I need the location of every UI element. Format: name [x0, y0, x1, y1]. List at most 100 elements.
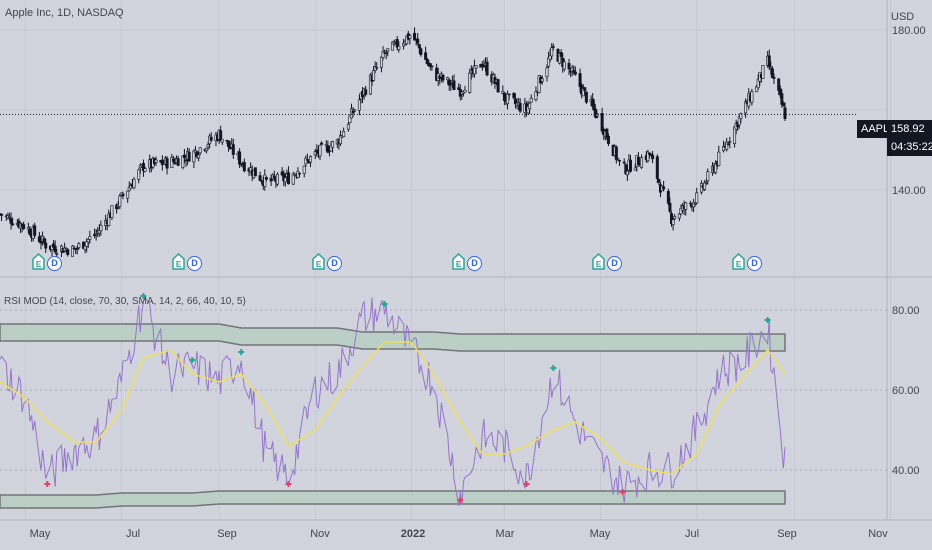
candle-body — [657, 179, 661, 183]
candle-body — [684, 202, 688, 210]
rsi-line — [0, 296, 786, 507]
candle-body — [677, 213, 681, 219]
overbought-marker — [550, 365, 557, 371]
rsi-tick-60: 60.00 — [892, 385, 920, 397]
candle-body — [42, 238, 46, 243]
candle-body — [777, 78, 781, 91]
candle-body — [296, 171, 300, 178]
candle-body — [449, 83, 453, 85]
oversold-marker — [523, 481, 530, 487]
candle-body — [263, 174, 267, 187]
time-label-sep: Sep — [217, 528, 237, 540]
candle-body — [9, 218, 13, 224]
candle-body — [744, 101, 748, 114]
rsi-lower-band — [0, 490, 786, 509]
candle-body — [309, 156, 313, 163]
candle-body — [629, 159, 633, 172]
candle-body — [346, 124, 350, 130]
earnings-icon[interactable]: E — [732, 252, 745, 270]
candle-body — [518, 103, 522, 112]
candle-body — [204, 148, 208, 152]
time-axis[interactable]: May Jul Sep Nov 2022 Mar May Jul Sep Nov — [30, 528, 889, 540]
bar-countdown: 04:35:22 — [891, 141, 932, 153]
candle-body — [272, 175, 276, 179]
candle-body — [386, 48, 390, 52]
candle-body — [53, 245, 57, 253]
rsi-legend[interactable]: RSI MOD (14, close, 70, 30, SMA, 14, 2, … — [4, 296, 246, 307]
rsi-series[interactable] — [0, 296, 786, 507]
time-label-may-2: May — [590, 528, 611, 540]
candle-body — [592, 103, 596, 111]
candle-body — [416, 38, 420, 44]
candle-body — [44, 242, 48, 249]
candle-body — [7, 215, 11, 218]
candle-body — [126, 190, 130, 199]
earnings-icon[interactable]: E — [452, 252, 465, 270]
candle-body — [379, 56, 383, 68]
candle-body — [704, 182, 708, 184]
overbought-marker — [238, 349, 245, 355]
candle-body — [184, 159, 188, 162]
candle-body — [671, 219, 675, 225]
candle-body — [534, 91, 538, 101]
candle-body — [121, 193, 125, 197]
candle-body — [320, 142, 324, 145]
candle-body — [452, 80, 456, 90]
dividend-icon[interactable]: D — [467, 256, 482, 271]
candle-body — [651, 154, 655, 160]
earnings-icon[interactable]: E — [32, 252, 45, 270]
candle-body — [197, 154, 201, 159]
candle-body — [176, 158, 180, 166]
candle-body — [468, 72, 472, 93]
candle-body — [304, 157, 308, 165]
candle-body — [165, 158, 169, 169]
dividend-icon[interactable]: D — [607, 256, 622, 271]
ticker-label: AAPL — [861, 123, 890, 135]
candle-body — [594, 109, 598, 119]
svg-text:E: E — [456, 260, 462, 269]
candle-body — [77, 243, 81, 248]
dividend-icon[interactable]: D — [327, 256, 342, 271]
candle-body — [231, 144, 235, 155]
candle-body — [550, 47, 554, 57]
candle-body — [600, 113, 604, 132]
symbol-description[interactable]: Apple Inc, 1D, NASDAQ — [5, 7, 124, 19]
price-tick-180: 180.00 — [892, 25, 926, 37]
candle-body — [622, 161, 626, 164]
candle-body — [302, 165, 306, 174]
candle-body — [767, 55, 771, 68]
candle-body — [562, 61, 566, 70]
candle-body — [384, 52, 388, 54]
currency-label[interactable]: USD — [891, 11, 914, 23]
grid-lines — [0, 0, 892, 520]
overbought-marker — [140, 293, 147, 299]
candle-body — [733, 126, 737, 144]
time-label-jul-2: Jul — [685, 528, 699, 540]
overbought-marker — [381, 301, 388, 307]
dividend-icon[interactable]: D — [47, 256, 62, 271]
candle-body — [239, 163, 243, 165]
candle-body — [86, 239, 90, 243]
candle-body — [633, 167, 637, 171]
candle-body — [110, 205, 114, 218]
candle-body — [381, 51, 385, 58]
earnings-icon[interactable]: E — [592, 252, 605, 270]
candle-body — [253, 167, 257, 177]
candle-body — [75, 247, 79, 250]
candle-body — [703, 182, 707, 190]
candle-body — [507, 93, 511, 96]
candle-body — [22, 224, 26, 229]
price-candles[interactable] — [0, 27, 787, 259]
candle-body — [88, 236, 92, 240]
rsi-tick-80: 80.00 — [892, 305, 920, 317]
earnings-icon[interactable]: E — [312, 252, 325, 270]
candle-body — [99, 225, 103, 232]
earnings-icon[interactable]: E — [172, 252, 185, 270]
candle-body — [72, 247, 76, 250]
candle-body — [357, 99, 361, 111]
oversold-marker — [619, 489, 626, 495]
dividend-icon[interactable]: D — [747, 256, 762, 271]
candle-body — [350, 108, 354, 119]
dividend-icon[interactable]: D — [187, 256, 202, 271]
overbought-marker — [764, 317, 771, 323]
